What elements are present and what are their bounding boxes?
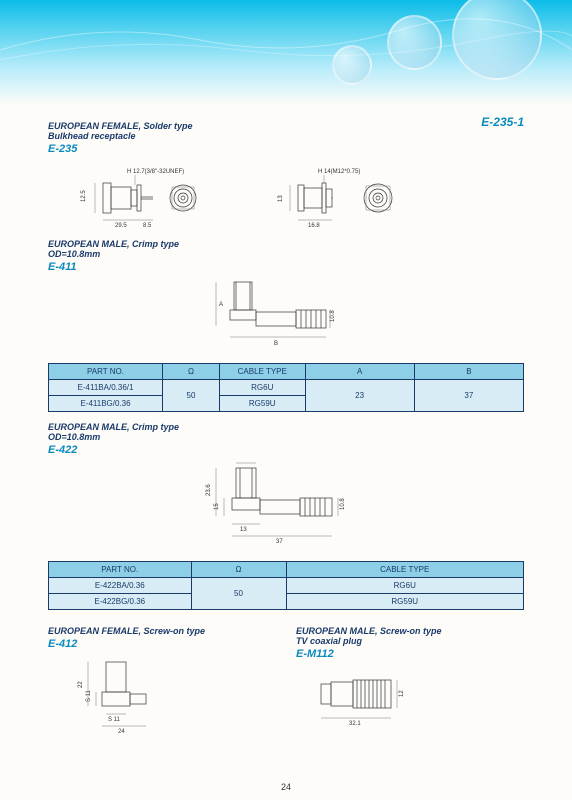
s2-diagram-row: A B 10.8 [48,277,524,357]
dim-w1: 11.5 [240,460,252,462]
diagram-e235-left: H 12.7(3/8"-32UNEF) 12.5 29.5 8.5 [48,163,228,233]
table-row: E-422BG/0.36 RG59U [49,594,524,610]
th-A: A [305,364,414,380]
top-right-model: E-235-1 [481,115,524,129]
top-banner [0,0,572,105]
s3-model: E-422 [48,444,524,456]
cell: 50 [163,380,220,412]
diagram-e235-1-right: H 14(M12*0.75) 13 16.8 [258,163,418,233]
s1-model: E-235 [48,143,193,155]
s3-title2: OD=10.8mm [48,432,524,442]
section-4-row: EUROPEAN FEMALE, Screw-on type E-412 22 … [48,620,524,744]
cell: E-411BG/0.36 [49,396,163,412]
dim-w2: 24 [118,729,125,735]
dim-r: 8.5 [143,223,152,229]
dim-h2: S 11 [86,689,92,702]
dim-w: 29.5 [115,223,127,229]
dim-w: 32.1 [349,721,361,727]
th-cable: CABLE TYPE [286,562,524,578]
page-content: EUROPEAN FEMALE, Solder type Bulkhead re… [0,105,572,744]
diagram-e412: 22 S 11 S 11 24 [48,654,208,744]
cell: E-422BG/0.36 [49,594,192,610]
table-e422: PART NO. Ω CABLE TYPE E-422BA/0.36 50 RG… [48,561,524,610]
dim-w2: 13 [240,527,247,533]
s2-title1: EUROPEAN MALE, Crimp type [48,239,524,249]
dim-d: 10.8 [330,310,336,322]
diagram-e411: A B 10.8 [186,277,386,357]
s1-title1: EUROPEAN FEMALE, Solder type [48,121,193,131]
table-row: E-411BA/0.36/1 50 RG6U 23 37 [49,380,524,396]
cell: 50 [191,578,286,610]
diagram-e422: 11.5 23.6 15 13 37 10.8 [176,460,396,555]
page-number: 24 [0,782,572,792]
s3-diagram-row: 11.5 23.6 15 13 37 10.8 [48,460,524,555]
th-ohm: Ω [163,364,220,380]
dim-d2: 13 [278,195,284,202]
dim-H: H 12.7(3/8"-32UNEF) [127,169,184,175]
s4a-model: E-412 [48,638,276,650]
dim-h: 23.6 [206,484,212,496]
s3-title1: EUROPEAN MALE, Crimp type [48,422,524,432]
table-e411: PART NO. Ω CABLE TYPE A B E-411BA/0.36/1… [48,363,524,412]
th-B: B [414,364,523,380]
cell: E-422BA/0.36 [49,578,192,594]
cell: RG59U [220,396,306,412]
section-3-head: EUROPEAN MALE, Crimp type OD=10.8mm E-42… [48,422,524,456]
cell: RG6U [220,380,306,396]
th-partno: PART NO. [49,562,192,578]
s4a-title1: EUROPEAN FEMALE, Screw-on type [48,626,276,636]
section-2-head: EUROPEAN MALE, Crimp type OD=10.8mm E-41… [48,239,524,273]
dim-d: 12 [399,690,405,697]
section-4a: EUROPEAN FEMALE, Screw-on type E-412 22 … [48,620,276,744]
dim-w1: S 11 [108,717,121,723]
s2-title2: OD=10.8mm [48,249,524,259]
cell: E-411BA/0.36/1 [49,380,163,396]
cell: 23 [305,380,414,412]
section-1-head: EUROPEAN FEMALE, Solder type Bulkhead re… [48,121,193,155]
dim-w3: 37 [276,539,283,545]
s4b-model: E-M112 [296,648,524,660]
s1-diagrams: H 12.7(3/8"-32UNEF) 12.5 29.5 8.5 [48,163,524,233]
s2-model: E-411 [48,261,524,273]
table-row: E-422BA/0.36 50 RG6U [49,578,524,594]
th-ohm: Ω [191,562,286,578]
s1-title2: Bulkhead receptacle [48,131,193,141]
dim-B: B [274,341,278,347]
diagram-em112: 12 32.1 [296,664,476,739]
dim-A: A [219,302,223,308]
cell: 37 [414,380,523,412]
th-partno: PART NO. [49,364,163,380]
s4b-title1: EUROPEAN MALE, Screw-on type [296,626,524,636]
cell: RG6U [286,578,524,594]
th-cable: CABLE TYPE [220,364,306,380]
dim-H2: H 14(M12*0.75) [318,169,360,175]
dim-h2: 15 [214,503,220,510]
section-4b: EUROPEAN MALE, Screw-on type TV coaxial … [296,620,524,744]
dim-d1: 12.5 [81,190,87,202]
s4b-title2: TV coaxial plug [296,636,524,646]
dim-w2: 16.8 [308,223,320,229]
dim-h1: 22 [78,681,84,688]
cell: RG59U [286,594,524,610]
dim-d3: 10.8 [340,498,346,510]
